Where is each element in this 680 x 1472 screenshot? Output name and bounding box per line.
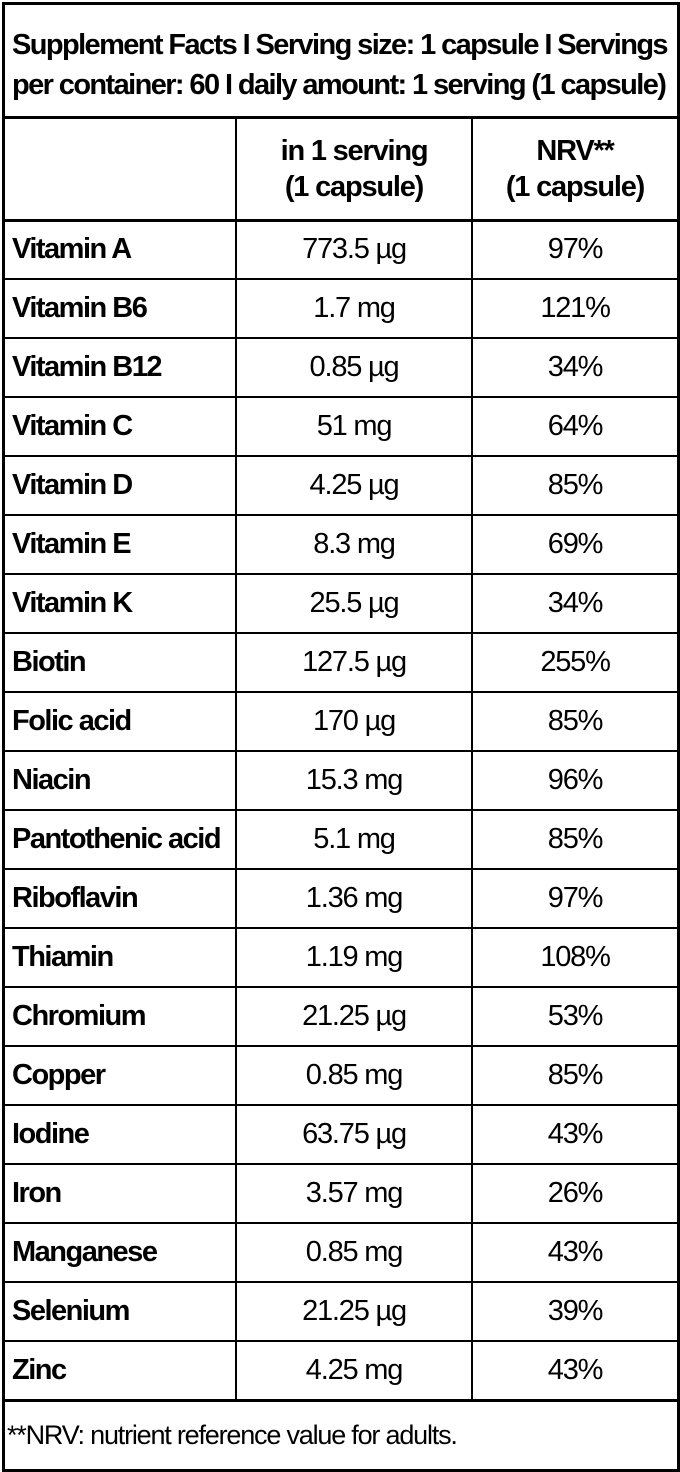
nutrient-nrv: 43%	[471, 1340, 677, 1402]
footnote: **NRV: nutrient reference value for adul…	[7, 1420, 458, 1450]
nutrient-name: Vitamin C	[5, 396, 237, 457]
table-row: Copper 0.85 mg 85%	[5, 1045, 677, 1106]
nutrient-amount: 0.85 µg	[235, 337, 473, 398]
table-row: Selenium 21.25 µg 39%	[5, 1281, 677, 1342]
nutrient-nrv: 97%	[471, 219, 677, 280]
table-row: Vitamin A 773.5 µg 97%	[5, 219, 677, 280]
nutrient-amount: 21.25 µg	[235, 1281, 473, 1342]
table-row: Biotin 127.5 µg 255%	[5, 632, 677, 693]
table-row: Vitamin C 51 mg 64%	[5, 396, 677, 457]
nutrient-nrv: 64%	[471, 396, 677, 457]
nutrient-name: Selenium	[5, 1281, 237, 1342]
header-amount-line-2: (1 capsule)	[284, 170, 425, 203]
nutrient-amount: 3.57 mg	[235, 1163, 473, 1224]
title-block: Supplement Facts I Serving size: 1 capsu…	[5, 5, 677, 119]
nutrient-name: Vitamin A	[5, 219, 237, 280]
nutrient-amount: 4.25 µg	[235, 455, 473, 516]
header-amount: in 1 serving (1 capsule)	[235, 119, 473, 222]
supplement-facts-table: in 1 serving (1 capsule) NRV** (1 capsul…	[5, 119, 677, 1402]
nutrient-nrv: 121%	[471, 278, 677, 339]
nutrient-nrv: 108%	[471, 927, 677, 988]
nutrient-nrv: 97%	[471, 868, 677, 929]
nutrient-name: Iron	[5, 1163, 237, 1224]
header-amount-line-1: in 1 serving	[280, 134, 429, 167]
nutrient-amount: 0.85 mg	[235, 1222, 473, 1283]
nutrient-name: Iodine	[5, 1104, 237, 1165]
nutrient-amount: 5.1 mg	[235, 809, 473, 870]
table-row: Thiamin 1.19 mg 108%	[5, 927, 677, 988]
nutrient-nrv: 34%	[471, 573, 677, 634]
header-ingredient	[5, 119, 237, 222]
nutrient-name: Thiamin	[5, 927, 237, 988]
table-row: Vitamin B6 1.7 mg 121%	[5, 278, 677, 339]
nutrient-name: Pantothenic acid	[5, 809, 237, 870]
nutrient-amount: 51 mg	[235, 396, 473, 457]
table-row: Riboflavin 1.36 mg 97%	[5, 868, 677, 929]
table-row: Pantothenic acid 5.1 mg 85%	[5, 809, 677, 870]
nutrient-amount: 773.5 µg	[235, 219, 473, 280]
nutrient-nrv: 43%	[471, 1104, 677, 1165]
nutrient-name: Biotin	[5, 632, 237, 693]
table-header: in 1 serving (1 capsule) NRV** (1 capsul…	[5, 119, 677, 222]
table-row: Iron 3.57 mg 26%	[5, 1163, 677, 1224]
nutrient-amount: 21.25 µg	[235, 986, 473, 1047]
nutrient-name: Chromium	[5, 986, 237, 1047]
nutrient-name: Folic acid	[5, 691, 237, 752]
title-line-2: per container: 60 I daily amount: 1 serv…	[12, 69, 667, 101]
table-row: Vitamin D 4.25 µg 85%	[5, 455, 677, 516]
nutrient-nrv: 53%	[471, 986, 677, 1047]
nutrient-nrv: 43%	[471, 1222, 677, 1283]
nutrient-nrv: 39%	[471, 1281, 677, 1342]
nutrient-name: Copper	[5, 1045, 237, 1106]
nutrient-nrv: 85%	[471, 1045, 677, 1106]
nutrient-name: Riboflavin	[5, 868, 237, 929]
nutrient-amount: 15.3 mg	[235, 750, 473, 811]
nutrient-nrv: 26%	[471, 1163, 677, 1224]
nutrient-amount: 1.36 mg	[235, 868, 473, 929]
table-row: Manganese 0.85 mg 43%	[5, 1222, 677, 1283]
nutrient-amount: 8.3 mg	[235, 514, 473, 575]
table-row: Vitamin E 8.3 mg 69%	[5, 514, 677, 575]
nutrient-nrv: 34%	[471, 337, 677, 398]
table-row: Vitamin B12 0.85 µg 34%	[5, 337, 677, 398]
header-nrv: NRV** (1 capsule)	[471, 119, 677, 222]
nutrient-amount: 1.19 mg	[235, 927, 473, 988]
table-row: Niacin 15.3 mg 96%	[5, 750, 677, 811]
table-row: Folic acid 170 µg 85%	[5, 691, 677, 752]
header-nrv-line-1: NRV**	[536, 134, 614, 167]
table-body: Vitamin A 773.5 µg 97% Vitamin B6 1.7 mg…	[5, 219, 677, 1402]
nutrient-amount: 63.75 µg	[235, 1104, 473, 1165]
nutrient-amount: 1.7 mg	[235, 278, 473, 339]
nutrient-nrv: 255%	[471, 632, 677, 693]
nutrient-amount: 170 µg	[235, 691, 473, 752]
nutrient-name: Vitamin E	[5, 514, 237, 575]
nutrient-name: Vitamin D	[5, 455, 237, 516]
nutrient-nrv: 85%	[471, 691, 677, 752]
nutrient-amount: 0.85 mg	[235, 1045, 473, 1106]
nutrient-name: Vitamin B6	[5, 278, 237, 339]
table-row: Chromium 21.25 µg 53%	[5, 986, 677, 1047]
table-row: Vitamin K 25.5 µg 34%	[5, 573, 677, 634]
nutrient-nrv: 85%	[471, 809, 677, 870]
nutrient-nrv: 96%	[471, 750, 677, 811]
nutrient-nrv: 69%	[471, 514, 677, 575]
header-nrv-line-2: (1 capsule)	[505, 170, 646, 203]
nutrient-name: Zinc	[5, 1340, 237, 1402]
nutrient-nrv: 85%	[471, 455, 677, 516]
nutrient-name: Vitamin B12	[5, 337, 237, 398]
title-line-1: Supplement Facts I Serving size: 1 capsu…	[12, 29, 669, 61]
header-row: in 1 serving (1 capsule) NRV** (1 capsul…	[5, 119, 677, 222]
nutrient-name: Vitamin K	[5, 573, 237, 634]
nutrient-name: Manganese	[5, 1222, 237, 1283]
table-row: Iodine 63.75 µg 43%	[5, 1104, 677, 1165]
nutrient-amount: 127.5 µg	[235, 632, 473, 693]
nutrient-amount: 4.25 mg	[235, 1340, 473, 1402]
nutrient-name: Niacin	[5, 750, 237, 811]
nutrient-amount: 25.5 µg	[235, 573, 473, 634]
table-row: Zinc 4.25 mg 43%	[5, 1340, 677, 1402]
